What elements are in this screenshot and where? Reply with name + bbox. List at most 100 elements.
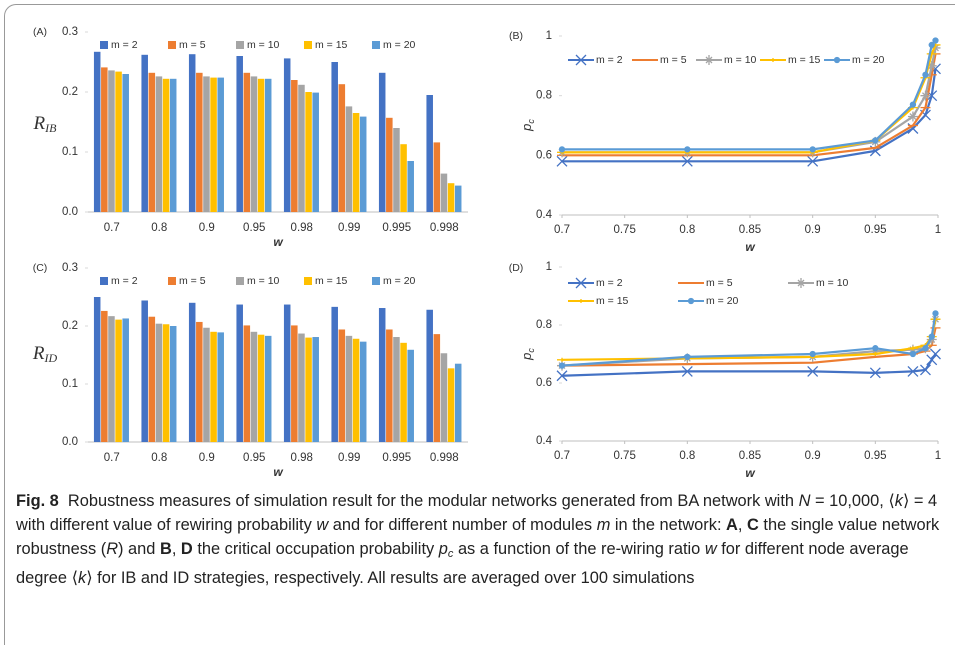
y-axis-label: RIB	[33, 113, 58, 134]
y-axis-label: pc	[519, 119, 536, 132]
bar	[155, 323, 163, 442]
legend-marker	[768, 58, 778, 62]
caption-text: R	[106, 540, 119, 558]
bar	[447, 368, 455, 442]
bar	[426, 309, 433, 442]
legend-marker	[796, 278, 806, 288]
y-axis-label-main: p	[519, 353, 534, 361]
bar	[148, 72, 156, 212]
bar	[155, 76, 163, 213]
legend-swatch	[304, 277, 312, 285]
bar	[93, 51, 101, 212]
bar	[101, 67, 108, 213]
caption-text: C	[747, 516, 759, 534]
marker	[558, 146, 566, 153]
bar	[407, 161, 414, 212]
x-tick-label: 0.9	[805, 224, 821, 236]
caption-text: the single value network robustness (	[16, 516, 944, 558]
caption-text: ,	[737, 516, 747, 534]
bar	[108, 70, 115, 213]
panel: (C) RID 0.0 0.1 0.2 0.3 w m = 2 m = 5 m = 10 m = 1…	[32, 262, 468, 479]
legend-label: m = 15	[596, 295, 629, 307]
y-tick-label: 0.3	[62, 26, 78, 38]
y-axis-label-sub: c	[526, 119, 536, 124]
bar	[196, 72, 203, 212]
panel: (D) pc 0.4 0.6 0.8 1 w m = 2 m = 5 m = 10 m = 15 m …	[509, 261, 941, 480]
y-tick-label: 0.8	[536, 90, 552, 102]
legend-label: m = 15	[788, 54, 821, 66]
legend-label: m = 5	[706, 277, 733, 289]
marker	[907, 111, 918, 122]
marker	[872, 345, 879, 352]
x-tick-label: 0.995	[382, 452, 411, 464]
legend-label: m = 20	[383, 39, 416, 51]
marker	[926, 51, 937, 56]
bar	[298, 84, 305, 212]
x-tick-label: 0.998	[430, 452, 459, 464]
y-tick-label: 0.1	[62, 378, 78, 390]
marker	[926, 354, 938, 366]
y-tick-label: 0.2	[62, 320, 78, 332]
bar	[236, 56, 243, 212]
x-tick-label: 0.7	[554, 450, 570, 462]
bar	[250, 76, 258, 213]
marker	[920, 364, 931, 376]
legend-label: m = 5	[179, 275, 206, 287]
y-axis-label-sub: c	[526, 348, 536, 353]
x-tick-label: 0.995	[382, 222, 411, 234]
y-tick-label: 0.0	[62, 206, 78, 218]
marker	[681, 365, 693, 377]
caption-text: for different node average degree ⟨	[16, 540, 914, 587]
bar	[305, 337, 312, 442]
x-tick-label: 0.8	[151, 452, 167, 464]
x-tick-label: 1	[935, 224, 941, 236]
legend-marker	[575, 277, 587, 289]
y-tick-label: 0.6	[536, 149, 552, 161]
legend-swatch	[372, 41, 380, 49]
bar	[141, 300, 148, 442]
y-axis-label: RID	[32, 343, 58, 364]
legend-marker	[704, 55, 714, 65]
bar	[243, 72, 251, 212]
bar	[108, 316, 115, 442]
y-axis-label-sub: IB	[44, 121, 57, 135]
bar	[203, 327, 210, 442]
bar	[352, 338, 360, 442]
bar	[393, 337, 400, 442]
marker	[807, 365, 819, 377]
bar	[115, 71, 122, 212]
bar	[141, 54, 148, 212]
x-tick-label: 0.8	[151, 222, 167, 234]
bar	[291, 80, 298, 212]
legend-swatch	[100, 41, 108, 49]
marker	[920, 90, 931, 101]
bar	[188, 302, 196, 442]
bar	[264, 78, 272, 212]
bar	[169, 326, 177, 442]
bar	[338, 329, 346, 442]
x-tick-label: 0.9	[199, 452, 215, 464]
legend-label: m = 15	[315, 39, 348, 51]
y-axis-label-sub: ID	[43, 351, 57, 365]
caption-text: m	[596, 516, 611, 534]
bar	[359, 341, 367, 442]
bar	[264, 335, 272, 442]
x-tick-label: 0.95	[243, 222, 265, 234]
legend-swatch	[100, 277, 108, 285]
x-tick-label: 0.95	[864, 224, 886, 236]
legend-label: m = 20	[852, 54, 885, 66]
marker	[909, 101, 917, 108]
bar	[345, 335, 353, 442]
caption: Fig. 8 Robustness measures of simulation…	[16, 489, 944, 590]
legend-label: m = 2	[596, 54, 623, 66]
legend-swatch	[168, 41, 176, 49]
bar	[250, 331, 258, 442]
bar	[210, 331, 217, 442]
caption-text: p	[438, 540, 448, 558]
bar	[454, 363, 462, 442]
legend-label: m = 20	[706, 295, 739, 307]
x-tick-label: 0.75	[613, 224, 635, 236]
bar	[188, 54, 196, 213]
x-tick-label: 1	[935, 450, 941, 462]
